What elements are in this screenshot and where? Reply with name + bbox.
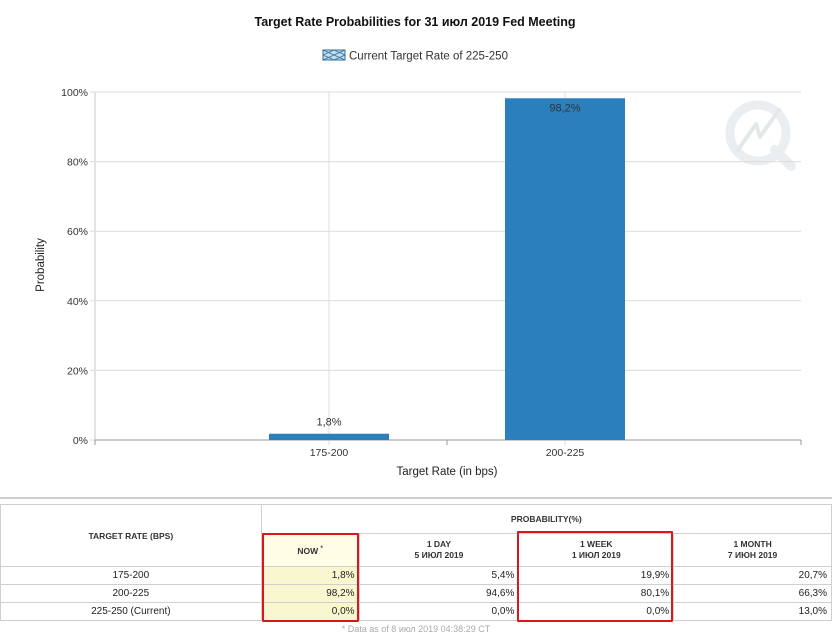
col-header-now-label: NOW (297, 545, 319, 556)
cell-1-day: 94,6% (358, 584, 520, 603)
cell-1-week: 80,1% (518, 584, 675, 603)
cell-1-month: 20,7% (673, 566, 832, 585)
chart-container: Target Rate Probabilities for 31 июл 201… (35, 15, 802, 478)
legend-label: Current Target Rate of 225-250 (349, 51, 508, 63)
x-tick-label: 200-225 (546, 447, 585, 459)
y-tick-label: 80% (67, 157, 88, 169)
chart-data-labels: 1,8% 98,2% (316, 102, 580, 428)
cell-1-month: 13,0% (673, 602, 832, 621)
probability-chart: Target Rate Probabilities for 31 июл 201… (35, 15, 802, 478)
col-header-1-day-date: 5 ИЮЛ 2019 (414, 550, 464, 560)
bar-200-225[interactable] (505, 98, 625, 440)
cell-1-month: 66,3% (673, 584, 832, 603)
probability-header: PROBABILITY(%) (260, 504, 832, 534)
cell-1-day: 0,0% (358, 602, 520, 621)
y-tick-label: 40% (67, 296, 88, 308)
col-header-1-week[interactable]: 1 WEEK 1 ИЮЛ 2019 (518, 533, 675, 567)
col-header-1-week-label: 1 WEEK (579, 539, 613, 549)
bar-175-200[interactable] (269, 433, 389, 440)
y-tick-label: 0% (73, 435, 88, 447)
x-axis-title: Target Rate (in bps) (397, 466, 498, 478)
col-header-now[interactable]: NOW * (260, 533, 360, 567)
y-axis-title: Probability (35, 238, 47, 292)
x-tick-label: 175-200 (310, 447, 349, 459)
chart-gridlines (90, 91, 802, 445)
cell-1-week: 0,0% (518, 602, 675, 621)
data-label: 98,2% (549, 102, 580, 114)
col-header-1-day[interactable]: 1 DAY 5 ИЮЛ 2019 (358, 533, 520, 567)
col-header-1-month-label: 1 MONTH (733, 539, 772, 549)
col-header-1-month-date: 7 ИЮН 2019 (727, 550, 778, 560)
col-header-1-day-label: 1 DAY (426, 539, 452, 549)
x-axis-ticks: 175-200 200-225 (310, 447, 585, 459)
cell-1-week: 19,9% (518, 566, 675, 585)
data-label: 1,8% (316, 417, 341, 429)
section-divider (0, 497, 832, 499)
cell-1-day: 5,4% (358, 566, 520, 585)
now-marker: * (320, 545, 323, 552)
chart-bars (269, 98, 625, 440)
cell-now: 0,0% (260, 602, 360, 621)
table-row: 175-200 1,8% 5,4% 19,9% 20,7% (0, 566, 832, 585)
data-timestamp-footnote: * Data as of 8 июл 2019 04:38:29 CT (341, 623, 491, 634)
y-tick-label: 100% (61, 87, 88, 99)
chart-legend[interactable]: Current Target Rate of 225-250 (322, 49, 508, 63)
row-rate: 225-250 (Current) (0, 602, 262, 621)
legend-pattern-icon (322, 49, 346, 61)
y-axis-ticks: 0% 20% 40% 60% 80% 100% (61, 87, 88, 447)
table-row: 200-225 98,2% 94,6% 80,1% 66,3% (0, 584, 832, 603)
probability-table: TARGET RATE (BPS) PROBABILITY(%) NOW * 1… (0, 504, 832, 637)
col-header-1-month[interactable]: 1 MONTH 7 ИЮН 2019 (673, 533, 832, 567)
table-row: 225-250 (Current) 0,0% 0,0% 0,0% 13,0% (0, 602, 832, 621)
target-rate-header: TARGET RATE (BPS) (0, 504, 262, 567)
row-rate: 200-225 (0, 584, 262, 603)
y-tick-label: 60% (67, 226, 88, 238)
col-header-1-week-date: 1 ИЮЛ 2019 (571, 550, 621, 560)
cell-now: 98,2% (260, 584, 360, 603)
chart-title: Target Rate Probabilities for 31 июл 201… (255, 15, 576, 29)
y-tick-label: 20% (67, 365, 88, 377)
row-rate: 175-200 (0, 566, 262, 585)
watermark-logo-icon (725, 100, 796, 171)
cell-now: 1,8% (260, 566, 360, 585)
